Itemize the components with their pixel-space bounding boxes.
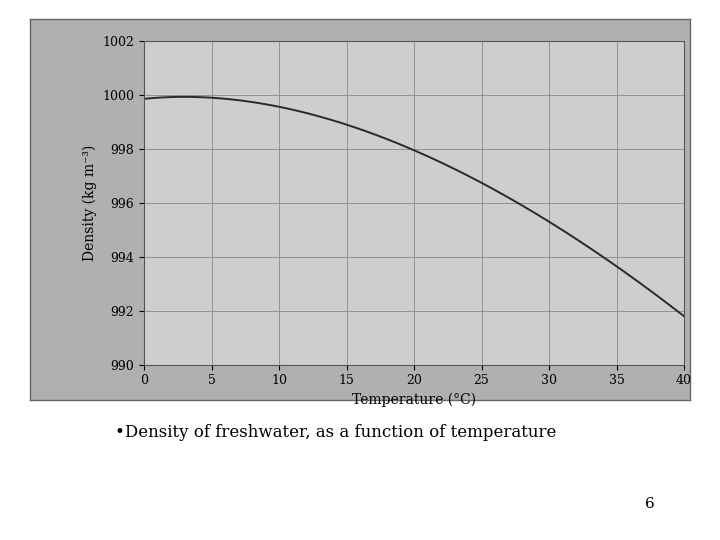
X-axis label: Temperature (°C): Temperature (°C) <box>352 393 476 407</box>
Text: 6: 6 <box>645 497 655 511</box>
Text: •Density of freshwater, as a function of temperature: •Density of freshwater, as a function of… <box>115 424 557 441</box>
Y-axis label: Density (kg m⁻³): Density (kg m⁻³) <box>82 144 96 261</box>
